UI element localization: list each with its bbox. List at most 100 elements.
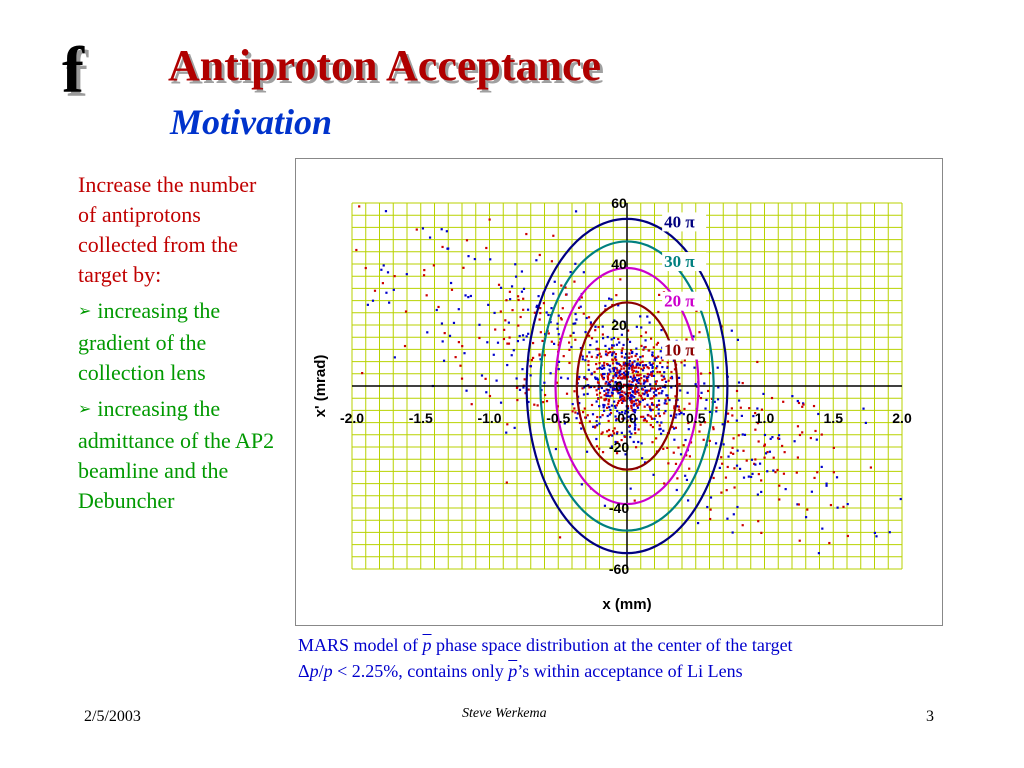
data-point: [584, 416, 587, 419]
data-point: [704, 407, 707, 410]
data-point: [754, 411, 757, 415]
data-point: [665, 394, 668, 397]
data-point: [609, 408, 612, 412]
data-point: [613, 373, 617, 376]
data-point: [581, 355, 584, 358]
data-point: [522, 297, 525, 300]
data-point: [355, 248, 358, 252]
data-point: [641, 398, 644, 402]
data-point: [738, 467, 742, 470]
data-point: [614, 353, 618, 356]
data-point: [574, 411, 577, 414]
data-point: [595, 420, 598, 423]
data-point: [628, 415, 631, 418]
data-point: [608, 368, 611, 371]
data-point: [583, 386, 586, 389]
data-point: [550, 260, 554, 263]
data-point: [564, 286, 567, 289]
data-point: [655, 450, 658, 453]
data-point: [647, 367, 650, 370]
data-point: [661, 378, 664, 382]
data-point: [623, 374, 626, 377]
data-point: [636, 363, 639, 366]
data-point: [659, 432, 663, 435]
data-point: [603, 372, 606, 376]
data-point: [629, 349, 633, 352]
data-point: [628, 386, 632, 389]
data-point: [798, 433, 802, 437]
data-point: [636, 404, 639, 408]
data-point: [557, 314, 560, 317]
data-point: [651, 387, 654, 390]
data-point: [623, 320, 626, 324]
data-point: [644, 339, 647, 342]
data-point: [627, 371, 630, 374]
data-point: [647, 389, 651, 392]
data-point: [743, 433, 747, 436]
data-point: [508, 290, 511, 293]
data-point: [617, 383, 620, 387]
data-point: [660, 328, 663, 332]
data-point: [640, 377, 643, 380]
data-point: [712, 426, 715, 429]
data-point: [640, 442, 643, 445]
data-point: [610, 394, 614, 397]
data-point: [614, 406, 617, 409]
data-point: [612, 336, 616, 340]
data-point: [631, 361, 634, 364]
data-point: [656, 341, 660, 344]
data-point: [815, 438, 818, 441]
data-point: [735, 464, 739, 467]
data-point: [618, 341, 621, 344]
data-point: [801, 402, 805, 405]
data-point: [631, 418, 634, 421]
data-point: [634, 446, 638, 449]
data-point: [616, 369, 619, 372]
data-point: [683, 407, 686, 411]
data-point: [601, 451, 605, 454]
data-point: [623, 391, 626, 394]
data-point: [615, 452, 619, 455]
data-point: [637, 440, 640, 444]
data-point: [752, 414, 755, 418]
data-point: [647, 414, 650, 417]
data-point: [454, 356, 457, 359]
data-point: [654, 382, 657, 385]
data-point: [535, 259, 538, 262]
data-point: [571, 410, 574, 413]
data-point: [720, 456, 723, 459]
data-point: [657, 412, 660, 415]
data-point: [512, 349, 515, 352]
data-point: [627, 329, 630, 332]
data-point: [629, 394, 633, 397]
data-point: [662, 375, 665, 378]
data-point: [586, 414, 589, 417]
data-point: [615, 361, 618, 364]
data-point: [633, 426, 637, 429]
pbar-symbol: p: [508, 661, 518, 681]
data-point: [642, 419, 645, 422]
data-point: [817, 552, 820, 555]
data-point: [616, 431, 619, 434]
data-point: [543, 393, 547, 397]
data-point: [634, 423, 637, 427]
data-point: [585, 355, 588, 358]
caption-text: /: [318, 661, 324, 681]
data-point: [630, 397, 633, 400]
data-point: [627, 392, 630, 395]
data-point: [643, 375, 646, 378]
data-point: [590, 403, 594, 407]
data-point: [648, 321, 651, 324]
data-point: [612, 376, 615, 379]
data-point: [796, 503, 799, 506]
data-point: [864, 421, 867, 425]
data-point: [632, 376, 635, 379]
y-tick-label: -60: [609, 561, 629, 577]
data-point: [619, 278, 622, 281]
data-point: [636, 398, 639, 401]
data-point: [694, 383, 697, 386]
data-point: [633, 396, 636, 399]
data-point: [810, 490, 813, 493]
data-point: [623, 367, 626, 370]
data-point: [772, 469, 775, 472]
